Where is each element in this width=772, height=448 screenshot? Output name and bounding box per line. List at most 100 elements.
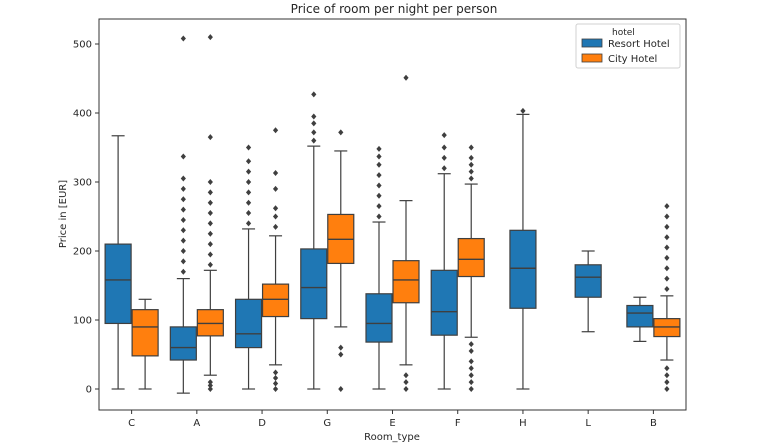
x-tick-label: G xyxy=(323,418,331,429)
outlier-point xyxy=(207,189,213,196)
chart-title: Price of room per night per person xyxy=(291,2,498,16)
y-tick-label: 400 xyxy=(73,109,92,120)
outlier-point xyxy=(272,127,279,134)
outlier-point xyxy=(245,189,252,196)
x-tick-label: A xyxy=(193,418,200,429)
x-axis-label: Room_type xyxy=(364,432,420,443)
box-city-hotel-B xyxy=(653,203,681,392)
legend-swatch-city-hotel xyxy=(581,53,603,63)
y-tick-label: 300 xyxy=(73,178,92,189)
box-resort-hotel-L xyxy=(574,250,602,333)
outlier-point xyxy=(245,220,252,227)
outlier-point xyxy=(180,237,186,244)
x-tick-label: C xyxy=(128,418,135,429)
outlier-point xyxy=(272,380,279,387)
outlier-point xyxy=(664,223,670,230)
outlier-point xyxy=(441,165,447,172)
box-resort-hotel-C xyxy=(104,135,132,390)
outlier-point xyxy=(468,379,474,386)
legend: hotel Resort Hotel City Hotel xyxy=(575,23,681,69)
outlier-point xyxy=(664,365,670,372)
iqr-box xyxy=(261,283,290,318)
outlier-point xyxy=(311,91,317,98)
box-resort-hotel-B xyxy=(626,296,654,342)
outlier-point xyxy=(207,134,213,141)
y-tick-label: 200 xyxy=(73,247,92,258)
outlier-point xyxy=(376,172,382,179)
outlier-point xyxy=(468,372,474,379)
outlier-point xyxy=(338,129,344,136)
outlier-point xyxy=(311,120,317,127)
outlier-point xyxy=(664,265,670,272)
outlier-point xyxy=(245,179,252,185)
outlier-point xyxy=(338,344,344,351)
outlier-point xyxy=(245,199,252,206)
outlier-point xyxy=(272,213,279,220)
outlier-point xyxy=(272,386,279,392)
x-tick-label: D xyxy=(258,418,266,429)
outlier-point xyxy=(468,365,474,372)
outlier-point xyxy=(338,351,344,358)
box-city-hotel-A xyxy=(196,34,224,392)
outlier-point xyxy=(311,129,317,136)
outlier-point xyxy=(664,372,670,379)
outlier-point xyxy=(245,210,252,217)
y-axis-label: Price in [EUR] xyxy=(58,180,69,248)
outlier-point xyxy=(376,213,382,220)
outlier-point xyxy=(207,251,213,258)
outlier-point xyxy=(468,386,474,392)
outlier-point xyxy=(468,161,474,168)
box-city-hotel-D xyxy=(261,127,290,392)
outlier-point xyxy=(468,175,474,182)
y-tick-label: 500 xyxy=(73,40,92,51)
outlier-point xyxy=(180,216,186,223)
outlier-point xyxy=(180,206,186,213)
outlier-point xyxy=(245,168,252,175)
outlier-point xyxy=(207,179,213,185)
outlier-point xyxy=(207,386,213,392)
outlier-point xyxy=(664,386,670,392)
outlier-point xyxy=(272,170,279,177)
outlier-point xyxy=(520,107,526,114)
x-tick-label: L xyxy=(585,418,591,429)
outlier-point xyxy=(376,153,382,160)
outlier-point xyxy=(376,203,382,210)
outlier-point xyxy=(468,348,474,355)
box-city-hotel-F xyxy=(457,144,485,392)
outlier-point xyxy=(180,196,186,203)
outlier-point xyxy=(664,275,670,282)
boxes-layer xyxy=(104,34,681,394)
outlier-point xyxy=(403,372,409,379)
outlier-point xyxy=(664,285,670,292)
box-resort-hotel-A xyxy=(169,35,197,394)
outlier-point xyxy=(376,145,382,152)
outlier-point xyxy=(207,261,213,268)
outlier-point xyxy=(180,35,186,42)
outlier-point xyxy=(468,154,474,161)
outlier-point xyxy=(441,154,447,161)
iqr-box xyxy=(104,243,132,325)
outlier-point xyxy=(376,182,382,189)
outlier-point xyxy=(180,227,186,234)
outlier-point xyxy=(468,168,474,175)
outlier-point xyxy=(664,254,670,261)
iqr-box xyxy=(169,326,197,361)
y-axis: 0 100 200 300 400 500 xyxy=(73,40,99,396)
outlier-point xyxy=(180,258,186,265)
outlier-point xyxy=(272,223,279,230)
x-tick-label: F xyxy=(455,418,461,429)
iqr-box xyxy=(626,304,654,328)
outlier-point xyxy=(207,230,213,237)
iqr-box xyxy=(509,229,537,309)
iqr-box xyxy=(392,260,420,304)
box-city-hotel-C xyxy=(131,298,159,390)
outlier-point xyxy=(207,382,213,389)
outlier-point xyxy=(180,185,186,192)
legend-label-resort-hotel: Resort Hotel xyxy=(608,39,670,50)
outlier-point xyxy=(376,192,382,199)
outlier-point xyxy=(664,234,670,241)
outlier-point xyxy=(664,244,670,251)
box-city-hotel-E xyxy=(392,74,420,392)
